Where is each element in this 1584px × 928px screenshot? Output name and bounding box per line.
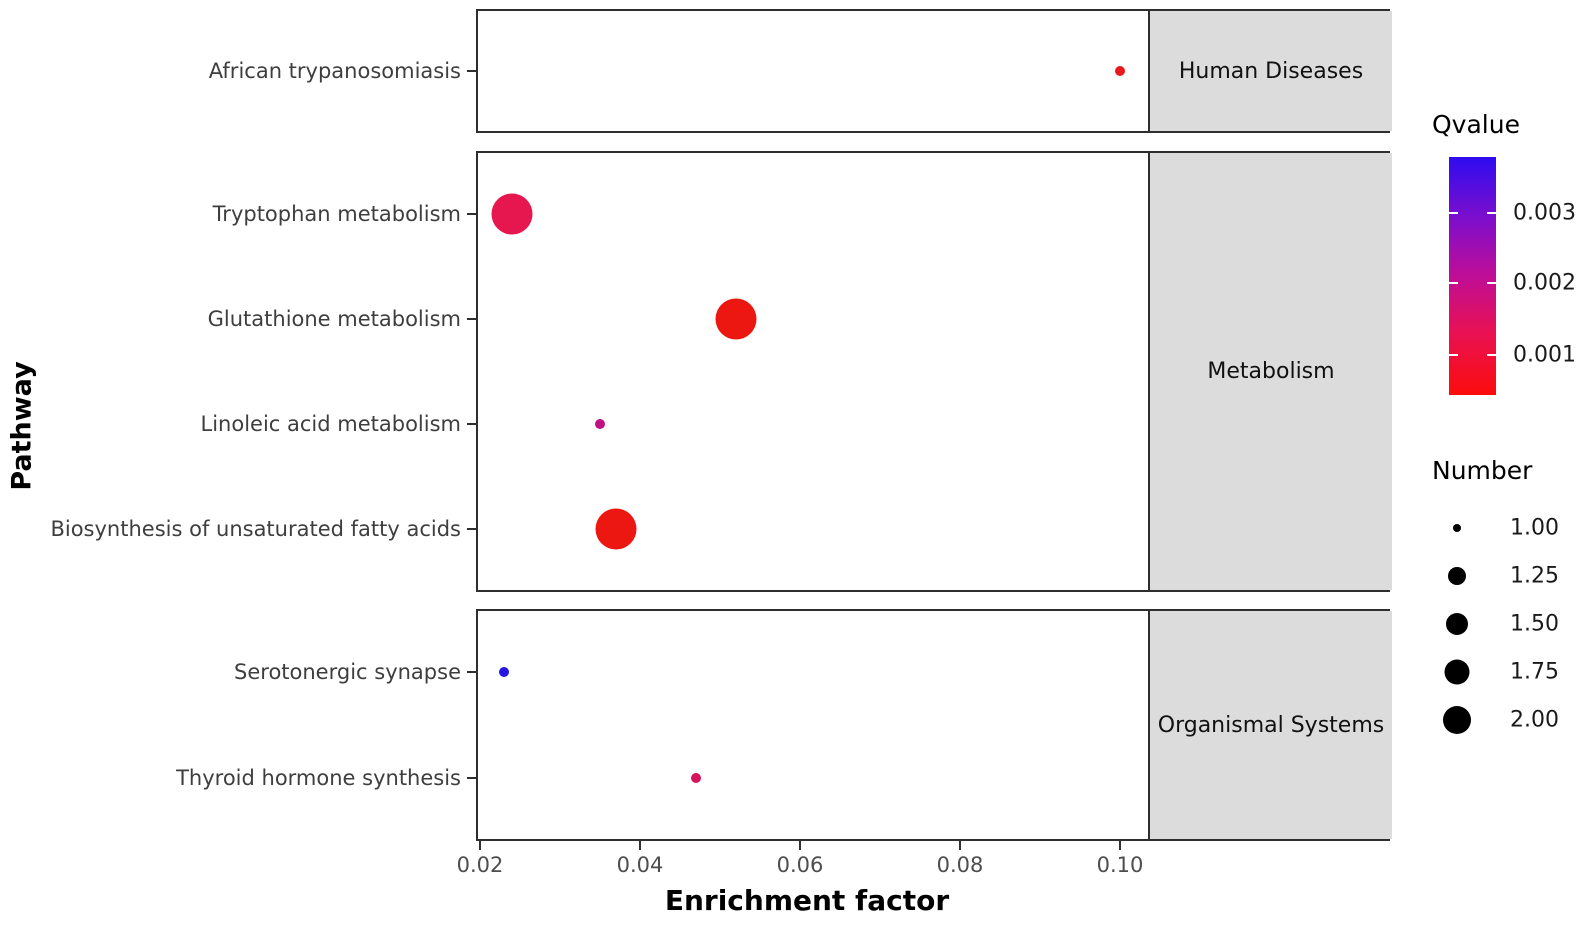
facet-strip: Organismal Systems bbox=[1148, 611, 1392, 839]
pathway-label: Biosynthesis of unsaturated fatty acids bbox=[50, 517, 461, 541]
qvalue-tick-mark bbox=[1487, 354, 1496, 356]
y-tick-mark bbox=[467, 213, 476, 215]
x-axis-title: Enrichment factor bbox=[664, 884, 950, 917]
facet-panel: Human Diseases bbox=[476, 9, 1392, 133]
x-tick-mark bbox=[799, 841, 801, 850]
number-legend-label: 2.00 bbox=[1510, 707, 1559, 733]
number-legend-dot bbox=[1453, 524, 1461, 532]
data-point bbox=[691, 772, 701, 783]
x-tick-label: 0.02 bbox=[456, 853, 504, 877]
facet-strip-label: Organismal Systems bbox=[1157, 712, 1385, 738]
qvalue-tick-mark bbox=[1449, 354, 1458, 356]
x-tick-label: 0.08 bbox=[936, 853, 984, 877]
number-legend-label: 1.25 bbox=[1510, 563, 1559, 589]
x-tick-mark bbox=[479, 841, 481, 850]
y-tick-mark bbox=[467, 528, 476, 530]
y-tick-mark bbox=[467, 423, 476, 425]
number-legend-dot bbox=[1446, 613, 1468, 635]
pathway-label: Tryptophan metabolism bbox=[212, 202, 461, 226]
x-tick-mark bbox=[959, 841, 961, 850]
pathway-label: Linoleic acid metabolism bbox=[200, 412, 461, 436]
facet-strip: Metabolism bbox=[1148, 153, 1392, 590]
y-tick-mark bbox=[467, 776, 476, 779]
pathway-label: Glutathione metabolism bbox=[207, 307, 461, 331]
pathway-label: African trypanosomiasis bbox=[208, 59, 461, 83]
qvalue-tick-mark bbox=[1487, 282, 1496, 284]
pathway-label: Serotonergic synapse bbox=[234, 660, 461, 685]
qvalue-colorbar bbox=[1449, 157, 1496, 395]
qvalue-tick-label: 0.003 bbox=[1513, 200, 1576, 226]
data-point bbox=[499, 667, 509, 678]
x-tick-mark bbox=[1119, 841, 1121, 850]
x-tick-label: 0.10 bbox=[1096, 853, 1144, 877]
number-legend-label: 1.75 bbox=[1510, 659, 1559, 685]
qvalue-tick-mark bbox=[1449, 282, 1458, 284]
qvalue-tick-mark bbox=[1449, 212, 1458, 214]
qvalue-tick-label: 0.001 bbox=[1513, 342, 1576, 368]
facet-strip-label: Human Diseases bbox=[1178, 58, 1364, 84]
qvalue-tick-mark bbox=[1487, 212, 1496, 214]
number-legend-dot bbox=[1448, 567, 1466, 585]
facet-panel: Metabolism bbox=[476, 151, 1392, 592]
number-legend-title: Number bbox=[1432, 456, 1533, 485]
x-tick-mark bbox=[639, 841, 641, 850]
data-point bbox=[595, 508, 637, 550]
x-tick-label: 0.06 bbox=[776, 853, 824, 877]
data-point bbox=[715, 298, 757, 340]
number-legend-label: 1.00 bbox=[1510, 515, 1559, 541]
number-legend-dot bbox=[1443, 706, 1471, 734]
data-point bbox=[595, 419, 605, 429]
number-legend-dot bbox=[1444, 659, 1470, 685]
pathway-label: Thyroid hormone synthesis bbox=[176, 765, 461, 790]
qvalue-tick-label: 0.002 bbox=[1513, 270, 1576, 296]
facet-strip-label: Metabolism bbox=[1207, 359, 1335, 384]
qvalue-legend-title: Qvalue bbox=[1432, 110, 1520, 139]
y-tick-mark bbox=[467, 70, 476, 72]
y-tick-mark bbox=[467, 671, 476, 674]
data-point bbox=[491, 193, 533, 235]
data-point bbox=[1115, 66, 1125, 76]
x-tick-label: 0.04 bbox=[616, 853, 664, 877]
y-tick-mark bbox=[467, 318, 476, 320]
facet-strip: Human Diseases bbox=[1148, 11, 1392, 131]
facet-panel: Organismal Systems bbox=[476, 609, 1392, 841]
number-legend-label: 1.50 bbox=[1510, 611, 1559, 637]
